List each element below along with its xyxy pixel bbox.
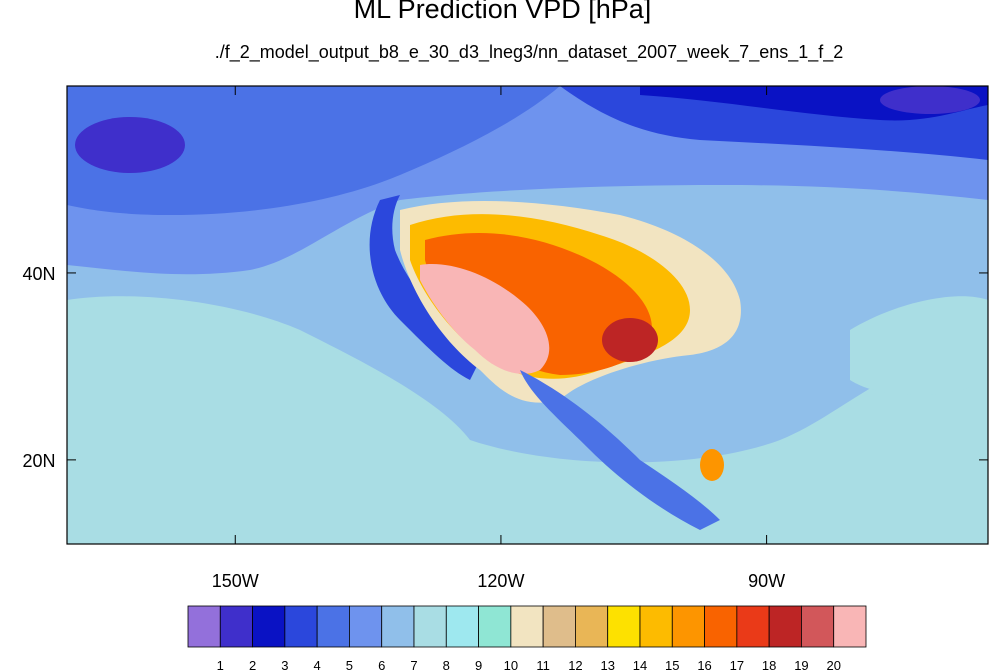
colorbar: 1 2 3 4 5 6 7 8 9 10 11 12 13 14 15 16 17 18 19 20 [187,605,867,672]
colorbar-label: 7 [410,658,417,672]
colorbar-swatch [510,605,544,648]
colorbar-swatch [639,605,673,648]
colorbar-label: 5 [346,658,353,672]
texas-hot-cell [602,318,658,362]
colorbar-label: 8 [443,658,450,672]
colorbar-label: 20 [826,658,840,672]
southwest-extreme-region [420,264,550,374]
colorbar-label: 2 [249,658,256,672]
colorbar-label: 12 [568,658,582,672]
colorbar-swatch [349,605,383,648]
colorbar-swatch [219,605,253,648]
colorbar-label: 9 [475,658,482,672]
colorbar-swatch [445,605,479,648]
colorbar-label: 1 [217,658,224,672]
colorbar-swatch [252,605,286,648]
atlantic-zone [850,296,988,395]
colorbar-swatch [284,605,318,648]
pacific-subtropical-zone [67,296,988,544]
colorbar-swatch [801,605,835,648]
colorbar-label: 13 [600,658,614,672]
caribbean-hot-cell [700,449,724,481]
x-tick-label: 90W [748,571,785,591]
colorbar-label: 18 [762,658,776,672]
chart-title: ML Prediction VPD [hPa] [353,0,652,24]
colorbar-label: 3 [281,658,288,672]
colorbar-swatch [381,605,415,648]
colorbar-label: 19 [794,658,808,672]
colorbar-swatch [607,605,641,648]
mexico-highland-zone [520,370,720,530]
y-tick-label: 20N [22,451,55,471]
colorbar-swatch [413,605,447,648]
chart-subtitle: ./f_2_model_output_b8_e_30_d3_lneg3/nn_d… [214,42,844,62]
north-pacific-deep [67,86,560,215]
vpd-field [67,86,988,544]
colorbar-swatch [575,605,609,648]
colorbar-label: 4 [314,658,321,672]
colorbar-label: 14 [633,658,647,672]
colorbar-label: 16 [697,658,711,672]
x-tick-label: 150W [212,571,259,591]
map-frame [66,85,989,545]
x-tick-label: 120W [477,571,524,591]
low-vpd-north-cell [880,86,980,114]
colorbar-swatch [704,605,738,648]
us-hot-region [425,232,652,375]
colorbar-swatch [671,605,705,648]
colorbar-label: 10 [504,658,518,672]
axis-ticks: 150W 120W 90W 40N 20N [22,86,988,591]
colorbar-label: 6 [378,658,385,672]
colorbar-label: 15 [665,658,679,672]
colorbar-swatch [542,605,576,648]
colorbar-swatch [316,605,350,648]
colorbar-swatch [768,605,802,648]
colorbar-swatch [187,605,221,648]
colorbar-label: 11 [536,658,550,672]
y-tick-label: 40N [22,264,55,284]
colorbar-swatch [736,605,770,648]
colorbar-swatch [833,605,867,648]
colorbar-swatch [478,605,512,648]
low-vpd-pacific-cell [75,117,185,173]
colorbar-label: 17 [730,658,744,672]
